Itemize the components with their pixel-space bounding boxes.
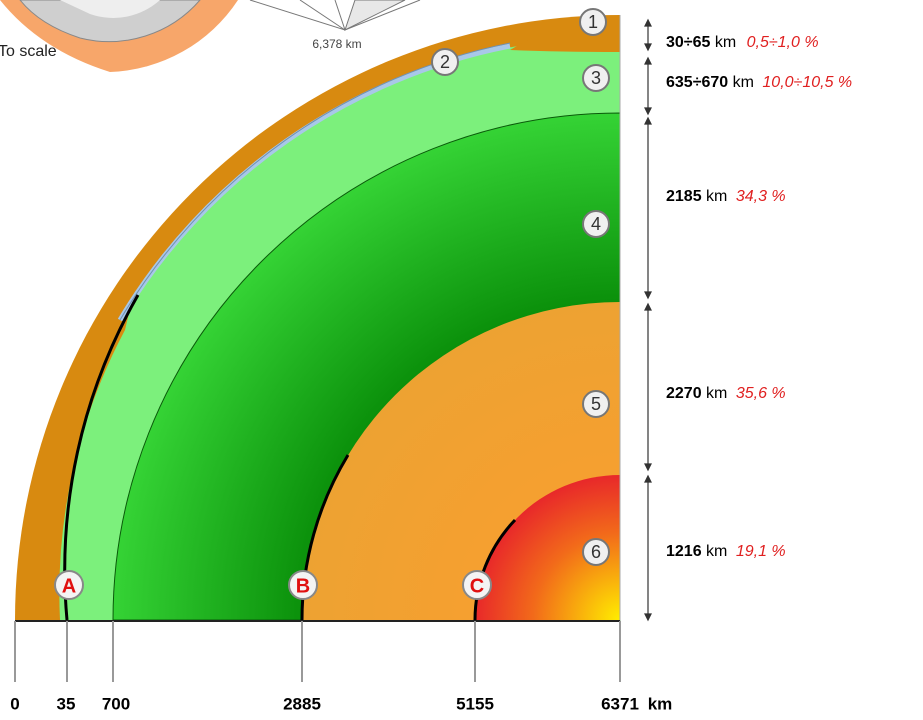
- scale-label: 2885: [283, 694, 321, 713]
- caption: To scale: [0, 43, 57, 60]
- small-globe: [0, 0, 238, 72]
- scale-label: 700: [102, 694, 130, 713]
- scale-ticks: [15, 621, 620, 682]
- layer-number: 2: [440, 52, 450, 72]
- layer-annotation: 2270 km 35,6 %: [666, 385, 786, 402]
- distance-label: 6,378 km: [312, 37, 361, 51]
- layer-annotation: 635÷670 km 10,0÷10,5 %: [666, 74, 852, 91]
- layer-annotation: 1216 km 19,1 %: [666, 543, 786, 560]
- earth-layers-diagram: 6,378 km To scale 1 2 3 4 5 6 A B C 30÷6…: [0, 0, 923, 720]
- scale-label: 6371: [601, 694, 639, 713]
- scale-label: 5155: [456, 694, 494, 713]
- layer-number: 3: [591, 68, 601, 88]
- thickness-arrows: [645, 20, 651, 620]
- layer-annotation: 30÷65 km 0,5÷1,0 %: [666, 34, 819, 51]
- layer-number: 5: [591, 394, 601, 414]
- scale-unit: km: [648, 694, 673, 713]
- boundary-letter: A: [62, 575, 76, 597]
- scale-label: 35: [57, 694, 76, 713]
- boundary-letter: B: [296, 575, 310, 597]
- scale-label: 0: [10, 694, 19, 713]
- wireframe: [250, 0, 420, 30]
- layer-annotation: 2185 km 34,3 %: [666, 188, 786, 205]
- layer-number: 6: [591, 542, 601, 562]
- layer-number: 4: [591, 214, 601, 234]
- boundary-letter: C: [470, 575, 484, 597]
- layer-number: 1: [588, 12, 598, 32]
